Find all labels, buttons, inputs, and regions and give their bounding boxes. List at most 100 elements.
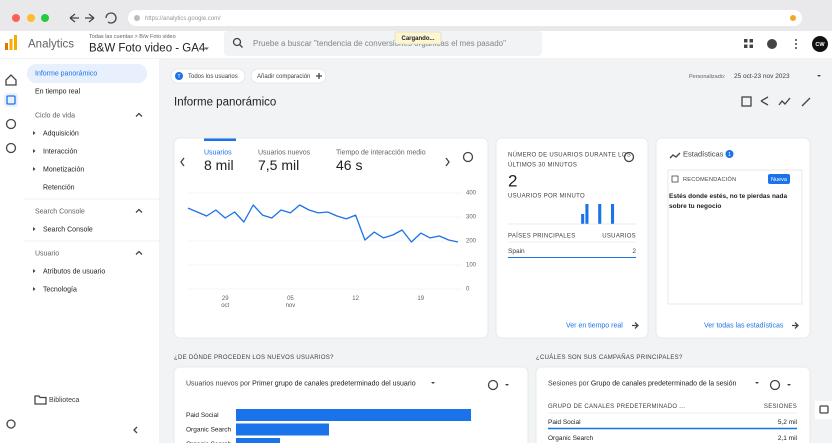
new-badge <box>768 174 790 184</box>
avatar[interactable] <box>812 36 828 52</box>
expand-arrow[interactable] <box>33 149 36 153</box>
url-bar[interactable] <box>128 10 802 26</box>
date-caret[interactable] <box>817 75 821 77</box>
search-placeholder: Pruebe a buscar "tendencia de conversion… <box>253 39 506 48</box>
insights-link[interactable]: Ver todas las estadísticas <box>704 322 784 329</box>
nav-item[interactable]: En tiempo real <box>35 88 81 95</box>
y-tick-label: 100 <box>466 263 477 269</box>
compare-chip[interactable] <box>250 68 327 84</box>
prev-arrow[interactable] <box>180 157 185 167</box>
product-name: Analytics <box>28 39 74 51</box>
nav-item[interactable]: Tecnología <box>43 286 77 293</box>
x-tick-label: 12 <box>352 296 359 302</box>
dimension[interactable]: Grupo de canales predeterminado de la se… <box>591 380 737 387</box>
section-question: ¿DE DÓNDE PROCEDEN LOS NUEVOS USUARIOS? <box>174 354 334 361</box>
breadcrumb[interactable]: Todas las cuentas > B/w Foto video <box>89 34 176 40</box>
url: https://analytics.google.com/ <box>145 16 221 22</box>
nav-library[interactable]: Biblioteca <box>49 397 79 404</box>
row-label: Paid Social <box>548 419 581 426</box>
date-range[interactable]: 25 oct-23 nov 2023 <box>734 73 790 80</box>
nav-item[interactable]: Informe panorámico <box>35 70 97 77</box>
rail-explore[interactable] <box>5 118 17 130</box>
search-box[interactable] <box>224 31 542 56</box>
nav-item[interactable]: Interacción <box>43 148 77 155</box>
insights-count: 1 <box>728 152 731 158</box>
help-icon[interactable] <box>767 39 777 49</box>
nav-section-title[interactable]: Ciclo de vida <box>35 112 75 119</box>
nav-item[interactable]: Adquisición <box>43 130 79 137</box>
collapse-nav[interactable] <box>133 426 138 434</box>
recommendation-tag: RECOMENDACIÓN <box>683 176 736 183</box>
country-users: 2 <box>632 248 636 255</box>
zoom-dot[interactable] <box>41 14 49 22</box>
status-icon <box>487 379 499 391</box>
x-tick-label: 19 <box>417 296 424 302</box>
rail-advertising[interactable] <box>5 142 17 154</box>
acquisition-bars: Paid Social Organic Search Organic Search <box>186 409 471 443</box>
tab-value[interactable]: 7,5 mil <box>258 157 299 173</box>
realtime-link[interactable]: Ver en tiempo real <box>566 322 623 329</box>
tab-label[interactable]: Tiempo de interacción medio <box>336 149 426 156</box>
metric[interactable]: Sesiones <box>548 380 577 387</box>
row-value: 2,1 mil <box>778 435 798 442</box>
nav-item[interactable]: Search Console <box>43 226 93 233</box>
minimize-dot[interactable] <box>27 14 35 22</box>
section-caret[interactable] <box>135 112 143 117</box>
nav-item[interactable]: Monetización <box>43 166 84 173</box>
dimension-caret[interactable] <box>755 382 759 384</box>
x-tick-label: 05 <box>287 296 294 302</box>
realtime-title: NÚMERO DE USUARIOS DURANTE LOS <box>508 152 631 159</box>
expand-arrow[interactable] <box>33 131 36 135</box>
new-badge-text: Nueva <box>771 177 788 183</box>
nav-item[interactable]: Atributos de usuario <box>43 268 105 275</box>
status-caret[interactable] <box>787 384 791 386</box>
more-icon[interactable] <box>795 39 797 49</box>
close-dot[interactable] <box>12 14 20 22</box>
rail-settings[interactable] <box>6 419 16 429</box>
expand-arrow[interactable] <box>33 287 36 291</box>
tab-value[interactable]: 46 s <box>336 157 362 173</box>
metric[interactable]: Usuarios nuevos <box>186 380 239 387</box>
rail-home[interactable] <box>5 74 17 86</box>
recommendation-icon <box>671 175 679 183</box>
nav-arrows[interactable] <box>69 13 95 23</box>
dimension-caret[interactable] <box>431 382 435 384</box>
recommendation-box[interactable] <box>667 169 803 305</box>
tab-label[interactable]: Usuarios nuevos <box>258 149 311 156</box>
customize-icon[interactable] <box>741 96 752 107</box>
nav-item[interactable]: Retención <box>43 184 75 191</box>
row-value: 5,2 mil <box>778 419 798 426</box>
insights-icon[interactable] <box>778 97 791 106</box>
status-caret[interactable] <box>505 384 509 386</box>
status-icon <box>623 151 635 163</box>
expand-arrow[interactable] <box>33 167 36 171</box>
dimension[interactable]: Primer grupo de canales predeterminado d… <box>252 380 416 387</box>
recommendation-text: Estés donde estés, no te pierdas nada <box>669 193 788 200</box>
property-name[interactable]: B&W Foto video - GA4 <box>89 43 206 55</box>
bar <box>236 423 329 436</box>
audience-chip[interactable] <box>170 68 246 84</box>
nav-active-bg <box>27 64 147 83</box>
recommendation-text: sobre tu negocio <box>669 203 721 210</box>
tab-label[interactable]: Usuarios <box>204 149 232 156</box>
tab-value[interactable]: 8 mil <box>204 157 234 173</box>
nav-section-title[interactable]: Search Console <box>35 208 85 215</box>
edit-icon[interactable] <box>801 97 811 107</box>
share-icon[interactable] <box>760 96 769 106</box>
rail-reports-bg[interactable] <box>4 93 18 107</box>
bar <box>236 409 471 421</box>
next-arrow[interactable] <box>445 157 450 167</box>
expand-arrow[interactable] <box>33 269 36 273</box>
overview-card <box>173 137 489 339</box>
reload[interactable] <box>105 12 117 24</box>
icon-rail <box>0 59 24 443</box>
property-caret[interactable] <box>204 47 209 51</box>
minute-bar <box>585 204 589 224</box>
apps-icon[interactable] <box>744 39 753 48</box>
nav-section-title[interactable]: Usuario <box>35 250 59 257</box>
section-caret[interactable] <box>135 250 143 255</box>
expand-arrow[interactable] <box>33 227 36 231</box>
x-tick-month: nov <box>286 303 296 309</box>
feedback-tab[interactable] <box>815 401 832 419</box>
section-caret[interactable] <box>135 208 143 213</box>
